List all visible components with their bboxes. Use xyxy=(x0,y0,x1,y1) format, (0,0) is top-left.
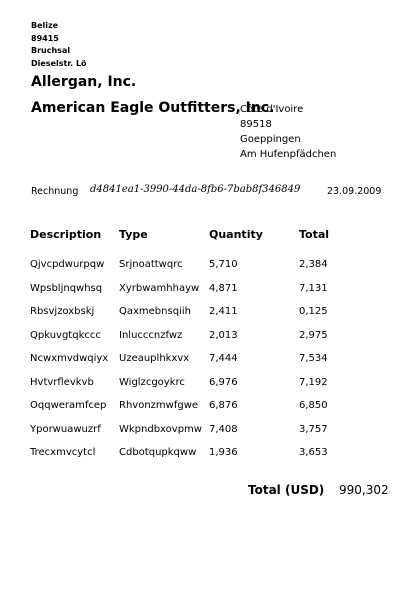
to-company: American Eagle Outfitters, Inc. xyxy=(31,100,274,116)
cell-quantity: 2,411 xyxy=(209,306,238,317)
table-row: Oqqweramfcep Rhvonzmwfgwe 6,876 6,850 xyxy=(0,400,420,414)
table-row: Hvtvrflevkvb Wiglzcgoykrc 6,976 7,192 xyxy=(0,377,420,391)
cell-type: Wkpndbxovpmw xyxy=(119,424,202,435)
cell-total: 7,534 xyxy=(299,353,328,364)
cell-total: 6,850 xyxy=(299,400,328,411)
recipient-city: Goeppingen xyxy=(240,132,336,147)
cell-quantity: 7,444 xyxy=(209,353,238,364)
grand-total-value: 990,302 xyxy=(339,483,389,497)
sender-address: Belize 89415 Bruchsal Dieselstr. Lö xyxy=(31,20,87,70)
cell-type: Inlucccnzfwz xyxy=(119,330,182,341)
invoice-id: d4841ea1-3990-44da-8fb6-7bab8f346849 xyxy=(90,184,300,195)
cell-description: Qpkuvgtqkccc xyxy=(30,330,101,341)
table-body: Qjvcpdwurpqw Srjnoattwqrc 5,710 2,384 Wpsblj… xyxy=(0,259,420,459)
cell-type: Srjnoattwqrc xyxy=(119,259,183,270)
cell-total: 0,125 xyxy=(299,306,328,317)
cell-type: Rhvonzmwfgwe xyxy=(119,400,198,411)
table-row: Yporwuawuzrf Wkpndbxovpmw 7,408 3,757 xyxy=(0,424,420,438)
cell-total: 3,653 xyxy=(299,447,328,458)
sender-city-2: Bruchsal xyxy=(31,45,87,58)
cell-total: 3,757 xyxy=(299,424,328,435)
cell-type: Xyrbwamhhayw xyxy=(119,283,199,294)
table-row: Ncwxmvdwqiyx Uzeauplhkxvx 7,444 7,534 xyxy=(0,353,420,367)
table-header: Description Type Quantity Total xyxy=(0,228,420,244)
cell-description: Oqqweramfcep xyxy=(30,400,106,411)
invoice-date: 23.09.2009 xyxy=(327,186,381,197)
cell-description: Rbsvjzoxbskj xyxy=(30,306,94,317)
cell-quantity: 4,871 xyxy=(209,283,238,294)
cell-quantity: 6,876 xyxy=(209,400,238,411)
cell-description: Hvtvrflevkvb xyxy=(30,377,94,388)
recipient-country: Côte d'Ivoire xyxy=(240,102,336,117)
cell-quantity: 2,013 xyxy=(209,330,238,341)
table-row: Wpsbljnqwhsq Xyrbwamhhayw 4,871 7,131 xyxy=(0,283,420,297)
cell-type: Qaxmebnsqiih xyxy=(119,306,191,317)
invoice-label: Rechnung xyxy=(31,186,78,197)
from-company: Allergan, Inc. xyxy=(31,74,136,90)
header-quantity: Quantity xyxy=(209,228,263,241)
cell-quantity: 6,976 xyxy=(209,377,238,388)
cell-quantity: 1,936 xyxy=(209,447,238,458)
table-row: Rbsvjzoxbskj Qaxmebnsqiih 2,411 0,125 xyxy=(0,306,420,320)
table-row: Trecxmvcytcl Cdbotqupkqww 1,936 3,653 xyxy=(0,447,420,461)
cell-quantity: 7,408 xyxy=(209,424,238,435)
sender-city: Belize xyxy=(31,20,87,33)
table-row: Qjvcpdwurpqw Srjnoattwqrc 5,710 2,384 xyxy=(0,259,420,273)
cell-type: Cdbotqupkqww xyxy=(119,447,196,458)
recipient-zip: 89518 xyxy=(240,117,336,132)
cell-type: Wiglzcgoykrc xyxy=(119,377,185,388)
cell-description: Trecxmvcytcl xyxy=(30,447,95,458)
table-row: Qpkuvgtqkccc Inlucccnzfwz 2,013 2,975 xyxy=(0,330,420,344)
cell-total: 2,975 xyxy=(299,330,328,341)
cell-description: Wpsbljnqwhsq xyxy=(30,283,102,294)
recipient-address: Côte d'Ivoire 89518 Goeppingen Am Hufenp… xyxy=(240,102,336,162)
cell-total: 2,384 xyxy=(299,259,328,270)
sender-street: Dieselstr. Lö xyxy=(31,58,87,71)
cell-description: Qjvcpdwurpqw xyxy=(30,259,104,270)
header-type: Type xyxy=(119,228,148,241)
grand-total-label: Total (USD) xyxy=(248,483,324,497)
cell-description: Yporwuawuzrf xyxy=(30,424,101,435)
cell-description: Ncwxmvdwqiyx xyxy=(30,353,108,364)
cell-total: 7,131 xyxy=(299,283,328,294)
header-description: Description xyxy=(30,228,101,241)
cell-type: Uzeauplhkxvx xyxy=(119,353,189,364)
recipient-street: Am Hufenpfädchen xyxy=(240,147,336,162)
sender-zip: 89415 xyxy=(31,33,87,46)
cell-quantity: 5,710 xyxy=(209,259,238,270)
header-total: Total xyxy=(299,228,329,241)
cell-total: 7,192 xyxy=(299,377,328,388)
